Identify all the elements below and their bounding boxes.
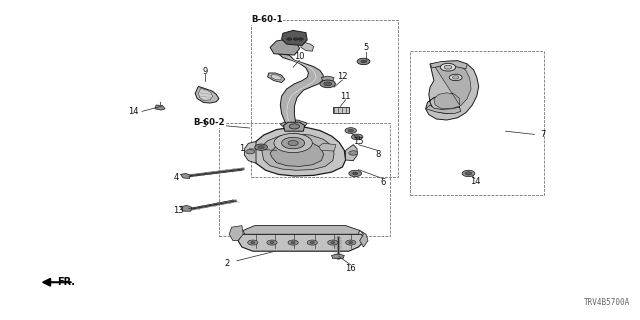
Circle shape xyxy=(324,82,332,86)
Circle shape xyxy=(357,58,370,65)
Polygon shape xyxy=(271,75,282,80)
Circle shape xyxy=(288,140,298,146)
Text: 10: 10 xyxy=(294,52,305,61)
Circle shape xyxy=(293,38,298,40)
Polygon shape xyxy=(301,42,314,51)
Circle shape xyxy=(462,170,475,177)
Polygon shape xyxy=(270,141,324,166)
Text: 14: 14 xyxy=(470,177,480,186)
Polygon shape xyxy=(434,65,471,109)
Circle shape xyxy=(331,242,335,244)
Circle shape xyxy=(291,242,295,244)
Circle shape xyxy=(353,172,358,175)
Text: 4: 4 xyxy=(173,173,179,182)
Circle shape xyxy=(320,80,335,88)
Polygon shape xyxy=(426,61,479,120)
Circle shape xyxy=(258,146,264,149)
Polygon shape xyxy=(278,54,323,128)
Text: FR.: FR. xyxy=(58,277,76,287)
Circle shape xyxy=(328,240,338,245)
Circle shape xyxy=(349,242,353,244)
Text: 15: 15 xyxy=(353,137,364,146)
Polygon shape xyxy=(332,254,344,259)
Text: 3: 3 xyxy=(201,120,206,129)
Text: 16: 16 xyxy=(346,264,356,273)
Polygon shape xyxy=(229,226,243,241)
Polygon shape xyxy=(198,88,212,100)
Circle shape xyxy=(288,240,298,245)
Circle shape xyxy=(361,60,366,63)
Text: 1: 1 xyxy=(239,144,244,153)
Polygon shape xyxy=(180,173,191,179)
Circle shape xyxy=(267,240,277,245)
Polygon shape xyxy=(284,122,305,131)
Circle shape xyxy=(248,240,258,245)
Polygon shape xyxy=(426,105,461,114)
Circle shape xyxy=(246,149,255,154)
Polygon shape xyxy=(268,73,285,83)
Text: 8: 8 xyxy=(375,150,380,159)
Text: 6: 6 xyxy=(380,178,385,187)
Circle shape xyxy=(282,137,305,149)
Polygon shape xyxy=(243,226,360,234)
Circle shape xyxy=(289,124,300,129)
Polygon shape xyxy=(238,234,365,251)
Polygon shape xyxy=(261,134,334,170)
Text: 5: 5 xyxy=(364,44,369,52)
Text: 7: 7 xyxy=(540,130,545,139)
Circle shape xyxy=(255,144,268,150)
Polygon shape xyxy=(195,86,219,103)
Polygon shape xyxy=(360,230,368,247)
Text: B-60-2: B-60-2 xyxy=(193,118,225,127)
Polygon shape xyxy=(180,205,192,211)
Bar xyxy=(333,107,349,113)
Bar xyxy=(251,20,398,177)
Text: TRV4B5700A: TRV4B5700A xyxy=(584,298,630,307)
Circle shape xyxy=(440,63,456,71)
Polygon shape xyxy=(321,76,334,82)
Polygon shape xyxy=(244,141,256,163)
Circle shape xyxy=(310,242,314,244)
Polygon shape xyxy=(319,143,336,151)
Circle shape xyxy=(349,170,362,177)
Circle shape xyxy=(465,172,472,175)
Circle shape xyxy=(346,240,356,245)
Polygon shape xyxy=(346,145,357,161)
Text: B-60-1: B-60-1 xyxy=(251,15,282,24)
Circle shape xyxy=(452,76,459,79)
Text: 11: 11 xyxy=(340,92,351,101)
Polygon shape xyxy=(270,39,300,55)
Circle shape xyxy=(349,151,358,155)
Text: 13: 13 xyxy=(173,206,183,215)
Circle shape xyxy=(270,242,274,244)
Circle shape xyxy=(449,74,462,81)
Circle shape xyxy=(251,242,255,244)
Circle shape xyxy=(345,128,356,133)
Polygon shape xyxy=(282,30,307,45)
Circle shape xyxy=(355,136,360,138)
Text: 14: 14 xyxy=(128,108,138,116)
Text: 12: 12 xyxy=(337,72,348,81)
Circle shape xyxy=(444,65,452,69)
Text: 2: 2 xyxy=(225,259,230,268)
Circle shape xyxy=(274,133,312,153)
Polygon shape xyxy=(253,127,346,176)
Text: 9: 9 xyxy=(202,67,207,76)
Bar xyxy=(410,51,544,195)
Polygon shape xyxy=(430,61,467,69)
Polygon shape xyxy=(155,105,165,110)
Circle shape xyxy=(307,240,317,245)
Circle shape xyxy=(348,129,353,132)
Circle shape xyxy=(298,38,303,40)
Circle shape xyxy=(287,38,292,40)
Bar xyxy=(219,123,390,236)
Polygon shape xyxy=(280,120,307,128)
Circle shape xyxy=(351,134,363,140)
